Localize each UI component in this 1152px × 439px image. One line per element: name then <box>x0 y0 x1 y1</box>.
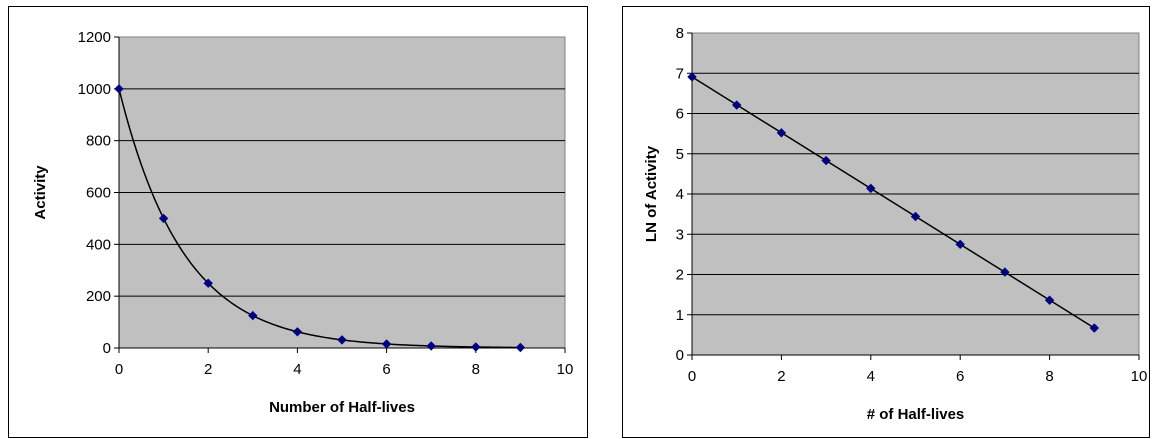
x-tick-labels: 0 2 4 6 8 10 <box>688 368 1148 385</box>
data-point <box>1044 295 1055 305</box>
trendline <box>691 76 1095 329</box>
gridlines <box>687 32 1140 360</box>
y-tick-label: 2 <box>676 267 684 284</box>
y-tick-label: 0 <box>103 340 111 357</box>
y-tick-label: 4 <box>676 186 684 203</box>
x-tick-label: 2 <box>204 361 212 378</box>
y-tick-labels: 0 200 400 600 800 1000 1200 <box>78 29 111 357</box>
data-point <box>515 342 526 353</box>
y-tick-label: 600 <box>86 185 111 202</box>
y-tick-label: 7 <box>676 65 684 82</box>
data-point <box>381 339 392 349</box>
x-tick-labels: 0 2 4 6 8 10 <box>115 361 574 378</box>
y-tick-label: 6 <box>676 106 684 123</box>
data-point <box>955 239 965 250</box>
y-tick-label: 1200 <box>78 29 111 46</box>
trendline <box>118 88 521 349</box>
x-tick-label: 4 <box>293 361 301 378</box>
data-point <box>471 342 481 352</box>
data-point <box>910 211 921 222</box>
x-tick-label: 4 <box>867 368 875 385</box>
data-points <box>687 72 1100 333</box>
y-tick-label: 1 <box>676 307 684 324</box>
data-point <box>687 72 697 82</box>
data-points <box>114 84 526 353</box>
data-point <box>731 100 742 110</box>
data-point <box>1000 267 1010 277</box>
ln-activity-chart-panel: 0 1 2 3 4 5 6 7 8 0 2 4 6 8 10 # of Half-lives LN of … <box>622 6 1150 438</box>
x-tick-label: 10 <box>1131 368 1148 385</box>
ln-activity-chart: 0 1 2 3 4 5 6 7 8 0 2 4 6 8 10 # of Half-lives LN of … <box>643 25 1148 423</box>
data-point <box>821 155 831 166</box>
data-point <box>114 84 124 94</box>
x-axis-title: # of Half-lives <box>867 406 965 423</box>
data-point <box>337 335 347 345</box>
data-point <box>203 278 213 288</box>
y-axis-title: LN of Activity <box>643 145 660 242</box>
data-point <box>866 183 876 194</box>
y-tick-label: 3 <box>676 226 684 243</box>
x-tick-label: 6 <box>382 361 390 378</box>
activity-chart: 0 200 400 600 800 1000 1200 0 2 4 6 8 10 Number of … <box>32 29 574 416</box>
y-axis-title: Activity <box>32 165 49 220</box>
y-tick-label: 800 <box>86 133 111 150</box>
x-tick-label: 0 <box>688 368 696 385</box>
y-tick-label: 400 <box>86 236 111 253</box>
x-tick-label: 6 <box>956 368 964 385</box>
x-tick-label: 2 <box>777 368 785 385</box>
y-tick-label: 0 <box>676 347 684 364</box>
data-point <box>158 213 169 224</box>
x-tick-label: 8 <box>1045 368 1053 385</box>
gridlines <box>114 36 566 353</box>
data-point <box>1089 323 1100 333</box>
y-tick-label: 5 <box>676 146 684 163</box>
data-point <box>292 327 303 337</box>
activity-chart-panel: 0 200 400 600 800 1000 1200 0 2 4 6 8 10 Number of … <box>8 6 588 438</box>
x-axis-title: Number of Half-lives <box>269 399 415 416</box>
y-tick-label: 200 <box>86 288 111 305</box>
data-point <box>248 310 258 321</box>
x-tick-label: 10 <box>557 361 574 378</box>
x-tick-label: 8 <box>472 361 480 378</box>
data-point <box>426 341 436 351</box>
y-tick-label: 8 <box>676 25 684 42</box>
y-tick-label: 1000 <box>78 81 111 98</box>
y-tick-labels: 0 1 2 3 4 5 6 7 8 <box>676 25 684 364</box>
x-tick-label: 0 <box>115 361 123 378</box>
data-point <box>776 128 787 138</box>
